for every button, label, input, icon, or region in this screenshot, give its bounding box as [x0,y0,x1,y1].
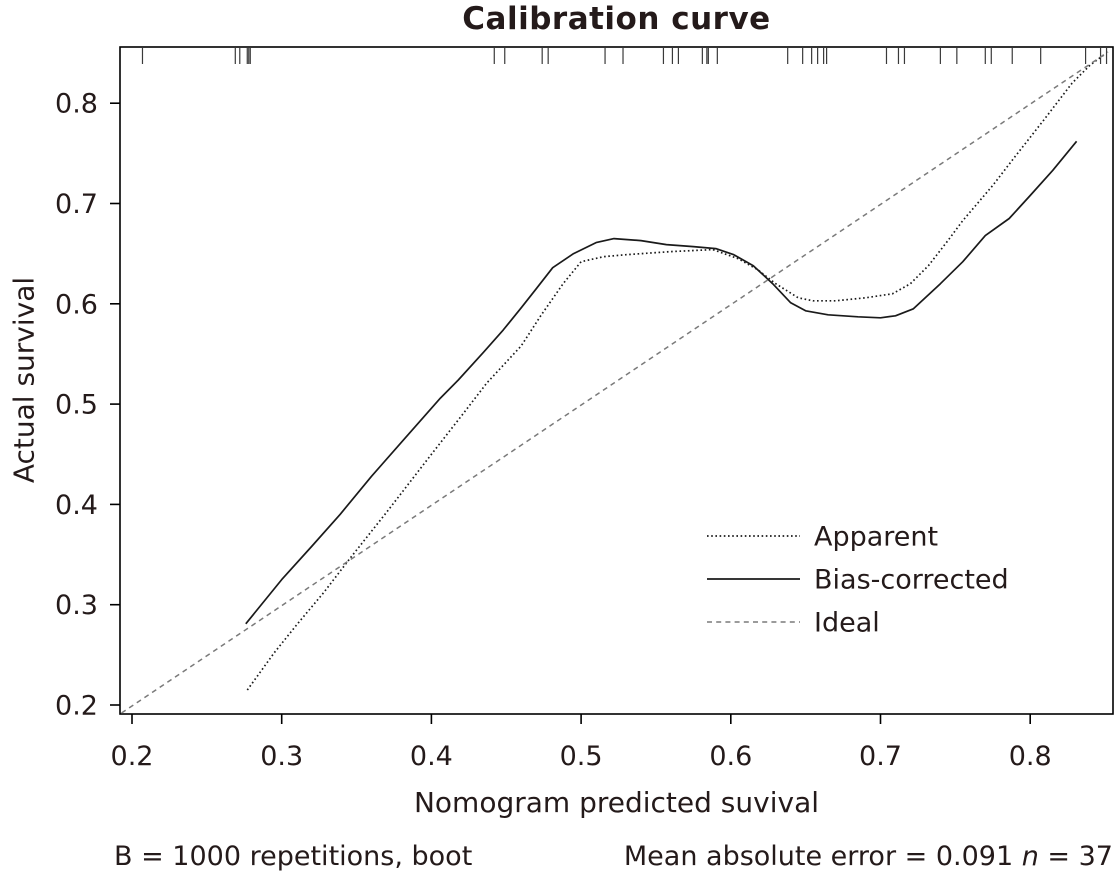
footnote-bootstrap: B = 1000 repetitions, boot [114,841,473,872]
x-tick-label: 0.7 [859,741,902,772]
y-tick-label: 0.7 [55,189,98,220]
legend-label-ideal: Ideal [814,608,880,639]
chart-title: Calibration curve [462,1,771,37]
x-tick-label: 0.4 [410,741,453,772]
x-tick-label: 0.3 [260,741,303,772]
y-tick-label: 0.3 [55,590,98,621]
y-tick-label: 0.8 [55,89,98,120]
y-axis-label: Actual survival [7,276,41,484]
footnote-mae: Mean absolute error = 0.091 n = 37 [624,841,1113,872]
legend-label-apparent: Apparent [814,522,938,553]
series-apparent-line [246,53,1106,691]
x-tick-label: 0.6 [709,741,752,772]
mae-text: Mean absolute error = 0.091 [623,841,1022,872]
n-symbol: n [1021,841,1039,872]
n-value: = 37 [1038,841,1113,872]
plot-frame [119,46,1114,715]
y-tick-label: 0.6 [55,289,98,320]
x-tick-label: 0.5 [560,741,603,772]
x-tick-label: 0.8 [1009,741,1052,772]
series-ideal-line [121,51,1109,714]
y-tick-label: 0.5 [55,390,98,421]
x-tick-label: 0.2 [111,741,154,772]
y-tick-label: 0.2 [55,691,98,722]
series-bias_corrected-line [245,140,1078,625]
y-tick-label: 0.4 [55,490,98,521]
x-axis-label: Nomogram predicted suvival [413,786,819,819]
legend-label-bias_corrected: Bias-corrected [814,565,1009,596]
